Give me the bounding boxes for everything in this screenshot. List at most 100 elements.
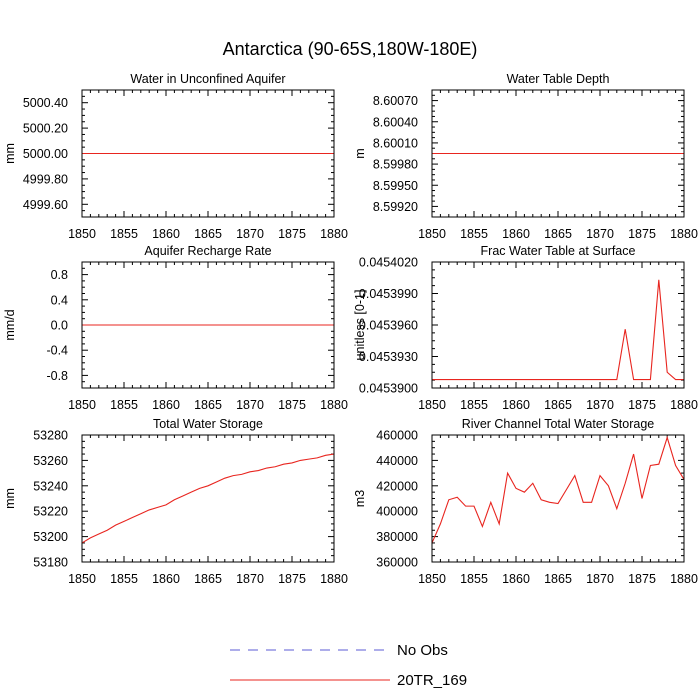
- x-tick-label: 1880: [670, 398, 698, 412]
- x-tick-label: 1875: [628, 227, 656, 241]
- x-tick-label: 1850: [418, 572, 446, 586]
- y-tick-label: 8.59950: [373, 179, 418, 193]
- y-tick-label: 53240: [33, 479, 68, 493]
- x-tick-label: 1850: [418, 227, 446, 241]
- y-tick-label: 53180: [33, 556, 68, 570]
- y-tick-label: 5000.00: [23, 147, 68, 161]
- x-tick-label: 1850: [68, 227, 96, 241]
- panel-water-table-depth: Water Table Depth m 1850 1855 1860 1865 1870 18…: [353, 72, 698, 241]
- y-tick-label: 0.0454020: [359, 256, 418, 270]
- y-tick-label: 0.0: [51, 319, 68, 333]
- series-line-20tr-169: [81, 453, 335, 544]
- y-tick-label: 0.0453960: [359, 319, 418, 333]
- y-tick-label: 420000: [376, 479, 418, 493]
- x-tick-label: 1880: [320, 227, 348, 241]
- y-tick-label: 0.4: [51, 293, 68, 307]
- y-tick-label: 53260: [33, 454, 68, 468]
- x-tick-label: 1850: [418, 398, 446, 412]
- x-tick-label: 1850: [68, 572, 96, 586]
- subplot-title: Frac Water Table at Surface: [481, 244, 636, 258]
- y-axis-label: mm/d: [3, 309, 17, 340]
- x-tick-label: 1875: [628, 572, 656, 586]
- plot-frame: [81, 434, 335, 563]
- x-tick-label: 1860: [152, 227, 180, 241]
- x-tick-label: 1880: [320, 398, 348, 412]
- y-axis-label: mm: [3, 488, 17, 509]
- subplot-title: Water Table Depth: [507, 72, 610, 86]
- y-axis-label: mm: [3, 143, 17, 164]
- y-tick-label: 5000.40: [23, 96, 68, 110]
- x-tick-label: 1855: [460, 398, 488, 412]
- legend-label-20tr-169: 20TR_169: [397, 672, 467, 689]
- x-tick-label: 1850: [68, 398, 96, 412]
- y-tick-label: 4999.80: [23, 172, 68, 186]
- x-tick-label: 1860: [152, 398, 180, 412]
- x-tick-label: 1870: [586, 398, 614, 412]
- legend-label-no-obs: No Obs: [397, 642, 448, 659]
- plot-frame: [81, 261, 335, 389]
- x-tick-label: 1865: [194, 227, 222, 241]
- x-tick-label: 1855: [110, 227, 138, 241]
- subplot-title: Water in Unconfined Aquifer: [130, 72, 285, 86]
- x-tick-label: 1865: [194, 572, 222, 586]
- x-tick-label: 1860: [152, 572, 180, 586]
- x-tick-label: 1870: [586, 227, 614, 241]
- x-tick-label: 1870: [236, 572, 264, 586]
- y-tick-label: 8.60070: [373, 94, 418, 108]
- panel-water-in-unconfined-aquifer: Water in Unconfined Aquifer mm 1850 1855 186…: [3, 72, 348, 241]
- x-tick-label: 1870: [236, 398, 264, 412]
- y-tick-label: 53280: [33, 429, 68, 443]
- x-tick-label: 1855: [110, 398, 138, 412]
- x-tick-label: 1880: [320, 572, 348, 586]
- x-tick-label: 1860: [502, 398, 530, 412]
- series-line-20tr-169: [432, 279, 684, 381]
- x-tick-label: 1865: [544, 398, 572, 412]
- y-tick-label: 0.0453990: [359, 287, 418, 301]
- panel-frac-water-table-at-surface: Frac Water Table at Surface unitless [0-1…: [353, 244, 698, 412]
- y-tick-label: 53220: [33, 505, 68, 519]
- x-tick-label: 1880: [670, 572, 698, 586]
- y-tick-label: 8.59980: [373, 158, 418, 172]
- plot-frame: [81, 89, 335, 218]
- x-tick-label: 1875: [278, 572, 306, 586]
- x-tick-label: 1860: [502, 227, 530, 241]
- legend: No Obs 20TR_169: [230, 642, 467, 689]
- x-tick-label: 1860: [502, 572, 530, 586]
- subplot-title: River Channel Total Water Storage: [462, 417, 655, 431]
- y-axis-label: m3: [353, 490, 367, 507]
- subplot-title: Aquifer Recharge Rate: [144, 244, 271, 258]
- subplot-title: Total Water Storage: [153, 417, 263, 431]
- y-tick-label: 4999.60: [23, 198, 68, 212]
- x-tick-label: 1875: [278, 227, 306, 241]
- y-tick-label: -0.4: [46, 344, 68, 358]
- x-tick-label: 1855: [460, 227, 488, 241]
- x-tick-label: 1870: [236, 227, 264, 241]
- y-tick-label: 8.60010: [373, 136, 418, 150]
- series-line-20tr-169: [431, 435, 685, 544]
- plot-frame: [431, 261, 685, 389]
- panel-total-water-storage: Total Water Storage mm 1850 1855 1860 1865 187…: [3, 417, 348, 586]
- plot-frame: [431, 434, 685, 563]
- y-tick-label: 8.59920: [373, 200, 418, 214]
- x-tick-label: 1865: [544, 572, 572, 586]
- x-tick-label: 1880: [670, 227, 698, 241]
- y-tick-label: 8.60040: [373, 115, 418, 129]
- y-tick-label: 440000: [376, 454, 418, 468]
- panel-river-channel-total-water-storage: River Channel Total Water Storage m3 1850 1…: [353, 417, 698, 586]
- y-axis-label: m: [353, 148, 367, 158]
- x-tick-label: 1865: [544, 227, 572, 241]
- x-tick-label: 1875: [628, 398, 656, 412]
- x-tick-label: 1855: [460, 572, 488, 586]
- y-tick-label: 5000.20: [23, 122, 68, 136]
- y-tick-label: 0.8: [51, 268, 68, 282]
- x-tick-label: 1875: [278, 398, 306, 412]
- y-tick-label: 400000: [376, 505, 418, 519]
- y-tick-label: 460000: [376, 429, 418, 443]
- y-tick-label: 380000: [376, 530, 418, 544]
- y-tick-label: -0.8: [46, 369, 68, 383]
- x-tick-label: 1855: [110, 572, 138, 586]
- y-tick-label: 53200: [33, 530, 68, 544]
- y-tick-label: 0.0453900: [359, 382, 418, 396]
- panel-aquifer-recharge-rate: Aquifer Recharge Rate mm/d 1850 1855 1860 186…: [3, 244, 348, 412]
